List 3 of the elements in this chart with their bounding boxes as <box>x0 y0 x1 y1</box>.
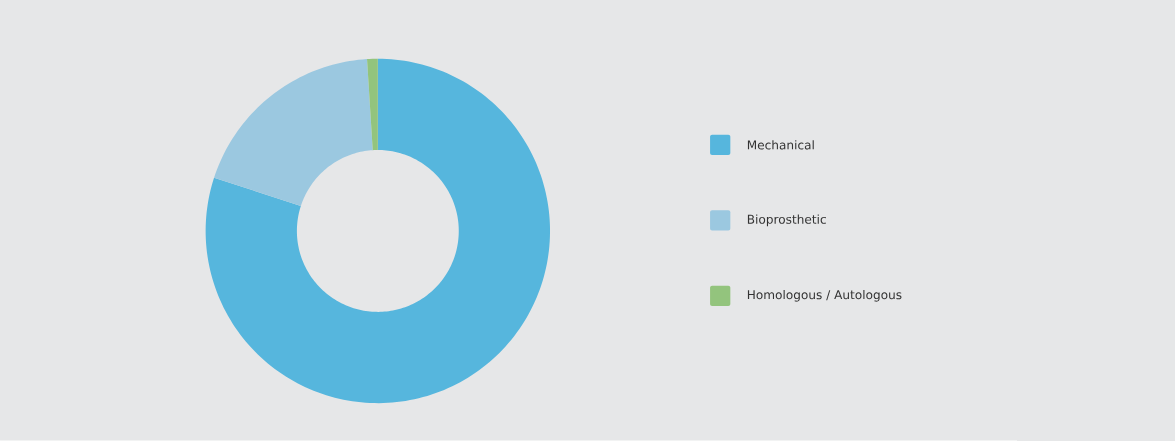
legend-label: Bioprosthetic <box>747 214 826 227</box>
legend-label: Homologous / Autologous <box>747 290 902 302</box>
legend-label: Mechanical <box>747 140 814 150</box>
